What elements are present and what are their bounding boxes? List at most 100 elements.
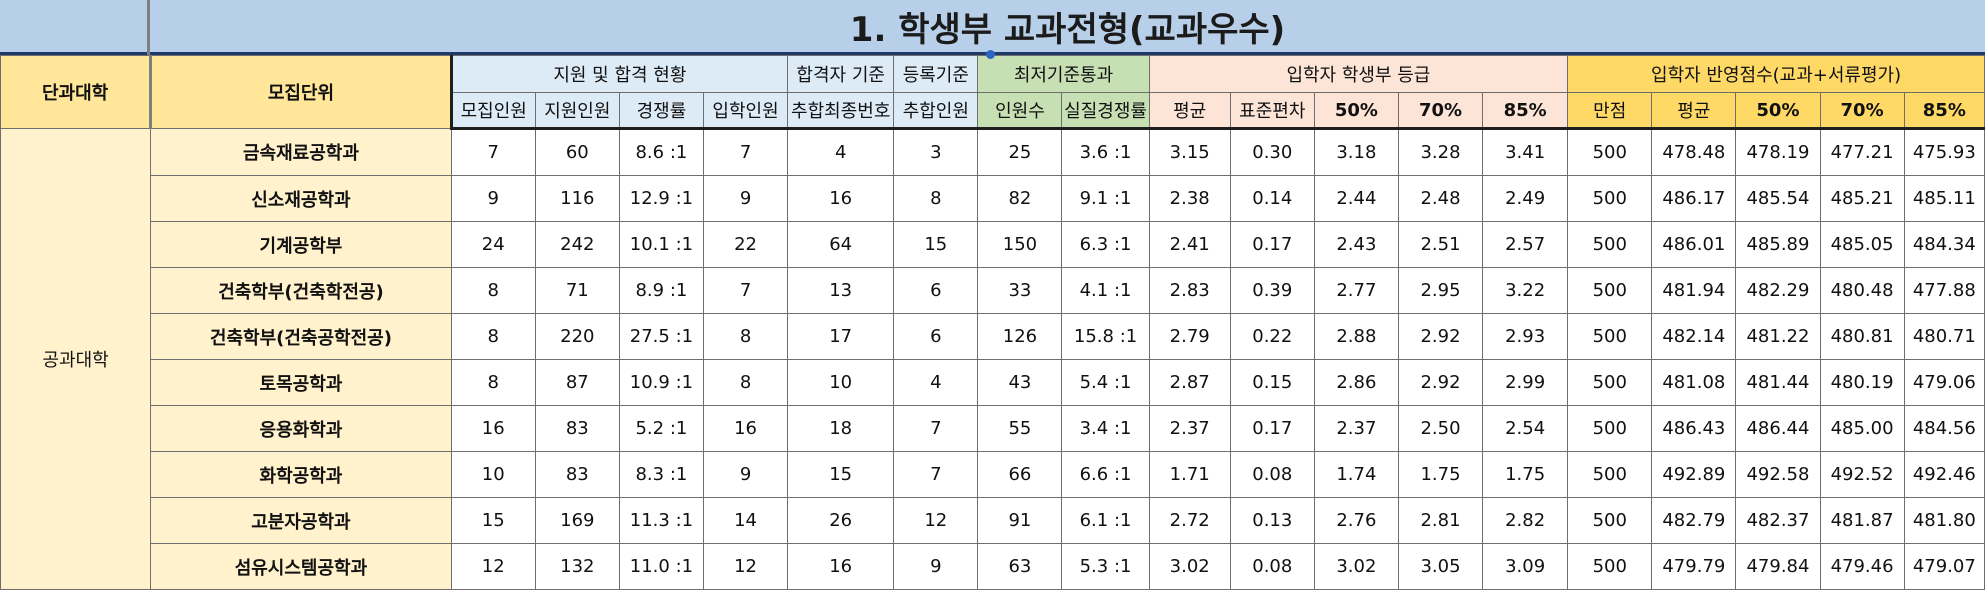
- cell-score-50[interactable]: 481.44: [1735, 359, 1821, 406]
- cell-ratio[interactable]: 8.3 :1: [618, 451, 704, 498]
- cell-grade-avg[interactable]: 2.83: [1148, 267, 1231, 314]
- cell-pass-count[interactable]: 25: [977, 128, 1063, 176]
- header-waitlist-count[interactable]: 추합인원: [893, 92, 979, 130]
- cell-applicants[interactable]: 83: [534, 405, 620, 452]
- cell-waitlist-count[interactable]: 15: [893, 221, 979, 268]
- cell-grade-85[interactable]: 1.75: [1482, 451, 1569, 498]
- cell-score-50[interactable]: 492.58: [1735, 451, 1821, 498]
- cell-score-70[interactable]: 479.46: [1819, 543, 1905, 590]
- header-group-score[interactable]: 입학자 반영점수(교과+서류평가): [1567, 55, 1985, 93]
- cell-score-85[interactable]: 481.80: [1903, 497, 1985, 544]
- header-grade-sd[interactable]: 표준편차: [1229, 92, 1315, 130]
- cell-score-full[interactable]: 500: [1567, 405, 1653, 452]
- cell-unit[interactable]: 건축학부(건축공학전공): [150, 313, 452, 360]
- cell-grade-85[interactable]: 2.49: [1482, 175, 1569, 222]
- cell-score-85[interactable]: 484.34: [1903, 221, 1985, 268]
- cell-unit[interactable]: 건축학부(건축학전공): [150, 267, 452, 314]
- cell-score-50[interactable]: 478.19: [1735, 128, 1821, 176]
- cell-grade-sd[interactable]: 0.13: [1229, 497, 1315, 544]
- header-grade-85[interactable]: 85%: [1482, 92, 1569, 130]
- cell-applicants[interactable]: 116: [534, 175, 620, 222]
- cell-score-70[interactable]: 485.05: [1819, 221, 1905, 268]
- header-unit[interactable]: 모집단위: [150, 55, 453, 129]
- cell-score-50[interactable]: 482.37: [1735, 497, 1821, 544]
- cell-grade-70[interactable]: 2.92: [1397, 313, 1484, 360]
- cell-pass-count[interactable]: 63: [977, 543, 1063, 590]
- cell-grade-sd[interactable]: 0.15: [1229, 359, 1315, 406]
- cell-recruit[interactable]: 9: [450, 175, 536, 222]
- cell-grade-sd[interactable]: 0.17: [1229, 221, 1315, 268]
- cell-grade-70[interactable]: 2.95: [1397, 267, 1484, 314]
- header-ratio[interactable]: 경쟁률: [618, 92, 704, 130]
- cell-score-avg[interactable]: 482.14: [1651, 313, 1737, 360]
- cell-score-avg[interactable]: 478.48: [1651, 128, 1737, 176]
- cell-waitlist-count[interactable]: 7: [893, 405, 979, 452]
- cell-unit[interactable]: 고분자공학과: [150, 497, 452, 544]
- cell-applicants[interactable]: 83: [534, 451, 620, 498]
- cell-waitlist-last[interactable]: 10: [787, 359, 895, 406]
- cell-real-ratio[interactable]: 3.6 :1: [1061, 128, 1150, 176]
- cell-score-70[interactable]: 480.81: [1819, 313, 1905, 360]
- cell-applicants[interactable]: 220: [534, 313, 620, 360]
- cell-score-avg[interactable]: 481.94: [1651, 267, 1737, 314]
- cell-score-full[interactable]: 500: [1567, 497, 1653, 544]
- cell-recruit[interactable]: 16: [450, 405, 536, 452]
- cell-grade-70[interactable]: 3.05: [1397, 543, 1484, 590]
- cell-score-avg[interactable]: 486.01: [1651, 221, 1737, 268]
- cell-admitted[interactable]: 9: [702, 451, 789, 498]
- cell-score-70[interactable]: 480.48: [1819, 267, 1905, 314]
- cell-score-full[interactable]: 500: [1567, 313, 1653, 360]
- cell-score-full[interactable]: 500: [1567, 221, 1653, 268]
- cell-score-85[interactable]: 477.88: [1903, 267, 1985, 314]
- cell-ratio[interactable]: 27.5 :1: [618, 313, 704, 360]
- cell-waitlist-last[interactable]: 16: [787, 175, 895, 222]
- cell-waitlist-count[interactable]: 8: [893, 175, 979, 222]
- header-score-85[interactable]: 85%: [1903, 92, 1985, 130]
- cell-grade-avg[interactable]: 3.02: [1148, 543, 1231, 590]
- header-college[interactable]: 단과대학: [0, 55, 153, 129]
- cell-waitlist-count[interactable]: 3: [893, 128, 979, 176]
- header-group-pass-criteria[interactable]: 합격자 기준: [787, 55, 895, 93]
- cell-unit[interactable]: 화학공학과: [150, 451, 452, 498]
- cell-score-50[interactable]: 485.54: [1735, 175, 1821, 222]
- cell-ratio[interactable]: 11.3 :1: [618, 497, 704, 544]
- cell-real-ratio[interactable]: 9.1 :1: [1061, 175, 1150, 222]
- cell-admitted[interactable]: 22: [702, 221, 789, 268]
- cell-grade-50[interactable]: 2.44: [1313, 175, 1399, 222]
- cell-pass-count[interactable]: 33: [977, 267, 1063, 314]
- cell-grade-70[interactable]: 2.50: [1397, 405, 1484, 452]
- cell-score-85[interactable]: 480.71: [1903, 313, 1985, 360]
- cell-score-full[interactable]: 500: [1567, 543, 1653, 590]
- cell-score-85[interactable]: 484.56: [1903, 405, 1985, 452]
- cell-grade-sd[interactable]: 0.39: [1229, 267, 1315, 314]
- cell-ratio[interactable]: 11.0 :1: [618, 543, 704, 590]
- cell-waitlist-count[interactable]: 4: [893, 359, 979, 406]
- cell-waitlist-count[interactable]: 9: [893, 543, 979, 590]
- header-real-ratio[interactable]: 실질경쟁률: [1061, 92, 1150, 130]
- cell-grade-avg[interactable]: 2.72: [1148, 497, 1231, 544]
- cell-score-50[interactable]: 481.22: [1735, 313, 1821, 360]
- header-score-full[interactable]: 만점: [1567, 92, 1653, 130]
- header-applicants[interactable]: 지원인원: [534, 92, 620, 130]
- cell-grade-85[interactable]: 2.93: [1482, 313, 1569, 360]
- cell-grade-70[interactable]: 2.92: [1397, 359, 1484, 406]
- cell-score-50[interactable]: 482.29: [1735, 267, 1821, 314]
- cell-grade-50[interactable]: 2.77: [1313, 267, 1399, 314]
- cell-grade-sd[interactable]: 0.30: [1229, 128, 1315, 176]
- header-recruit[interactable]: 모집인원: [450, 92, 536, 130]
- cell-score-85[interactable]: 475.93: [1903, 128, 1985, 176]
- cell-real-ratio[interactable]: 6.6 :1: [1061, 451, 1150, 498]
- cell-unit[interactable]: 금속재료공학과: [150, 128, 452, 176]
- cell-score-avg[interactable]: 479.79: [1651, 543, 1737, 590]
- cell-applicants[interactable]: 242: [534, 221, 620, 268]
- cell-waitlist-last[interactable]: 18: [787, 405, 895, 452]
- cell-score-50[interactable]: 485.89: [1735, 221, 1821, 268]
- title-left-cell[interactable]: [0, 0, 150, 55]
- cell-score-70[interactable]: 480.19: [1819, 359, 1905, 406]
- cell-score-avg[interactable]: 481.08: [1651, 359, 1737, 406]
- cell-grade-50[interactable]: 3.18: [1313, 128, 1399, 176]
- cell-admitted[interactable]: 8: [702, 313, 789, 360]
- cell-grade-50[interactable]: 2.88: [1313, 313, 1399, 360]
- cell-ratio[interactable]: 10.1 :1: [618, 221, 704, 268]
- cell-score-full[interactable]: 500: [1567, 359, 1653, 406]
